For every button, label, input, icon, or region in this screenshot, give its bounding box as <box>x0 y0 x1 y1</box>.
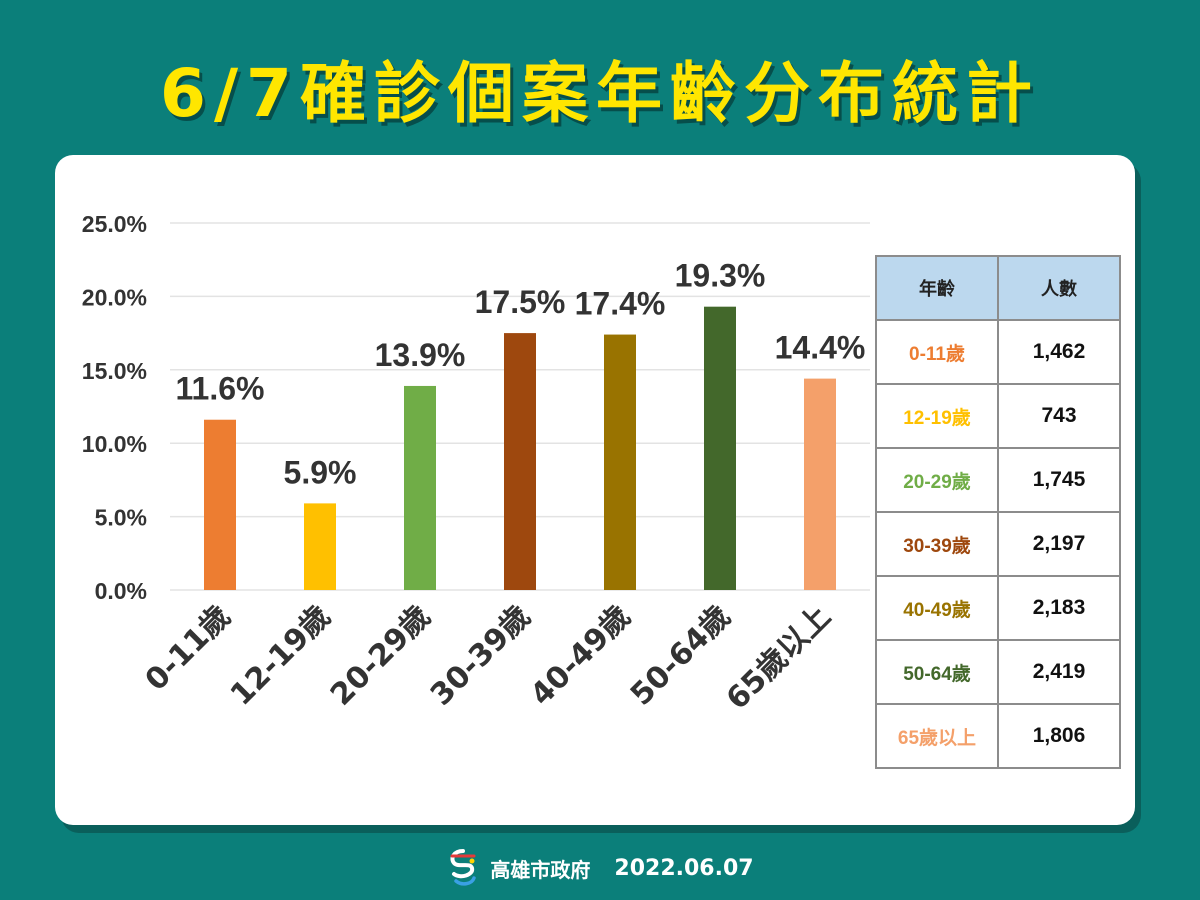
y-tick-label: 10.0% <box>82 431 147 457</box>
bar <box>404 385 436 590</box>
table-cell-count: 743 <box>997 383 1121 449</box>
x-tick-label: 65歲以上 <box>720 599 838 717</box>
table-row: 65歲以上 1,806 <box>875 703 1121 769</box>
bar <box>604 334 636 590</box>
data-label: 14.4% <box>775 330 866 366</box>
x-tick-label: 20-29歲 <box>324 599 438 713</box>
table-row: 50-64歲 2,419 <box>875 639 1121 705</box>
chart-card: 0.0% 5.0% 10.0% 15.0% 20.0% 25.0% 11.6% 0-11歲 5.… <box>55 155 1135 825</box>
footer-org: 高雄市政府 <box>490 857 591 882</box>
table-row: 0-11歲 1,462 <box>875 319 1121 385</box>
y-tick-label: 5.0% <box>95 505 147 531</box>
bar <box>704 306 736 590</box>
bar <box>304 503 336 590</box>
table-cell-count: 1,745 <box>997 447 1121 513</box>
table-header-row: 年齡 人數 <box>875 255 1121 321</box>
x-tick-label: 50-64歲 <box>624 599 738 713</box>
table-cell-age: 20-29歲 <box>875 447 999 513</box>
table-cell-age: 65歲以上 <box>875 703 999 769</box>
table-row: 40-49歲 2,183 <box>875 575 1121 641</box>
x-tick-label: 0-11歲 <box>139 599 238 698</box>
x-tick-label: 40-49歲 <box>524 599 638 713</box>
kaohsiung-logo-icon <box>450 849 477 886</box>
bar <box>204 419 236 590</box>
bar <box>804 378 836 590</box>
header-count: 人數 <box>997 255 1121 321</box>
table-cell-age: 12-19歲 <box>875 383 999 449</box>
table-cell-count: 2,419 <box>997 639 1121 705</box>
table-cell-age: 0-11歲 <box>875 319 999 385</box>
data-label: 17.4% <box>575 286 666 322</box>
data-label: 13.9% <box>375 337 466 373</box>
y-tick-label: 0.0% <box>95 578 147 604</box>
y-tick-label: 25.0% <box>82 211 147 237</box>
age-distribution-bar-chart: 0.0% 5.0% 10.0% 15.0% 20.0% 25.0% 11.6% 0-11歲 5.… <box>82 211 870 717</box>
table-cell-age: 40-49歲 <box>875 575 999 641</box>
data-label: 11.6% <box>176 371 265 407</box>
footer: 高雄市政府 2022.06.07 <box>0 848 1200 888</box>
header-age: 年齡 <box>875 255 999 321</box>
data-label: 19.3% <box>675 258 766 294</box>
table-row: 12-19歲 743 <box>875 383 1121 449</box>
page-title: 6/7確診個案年齡分布統計 <box>160 55 1040 132</box>
table-cell-count: 1,462 <box>997 319 1121 385</box>
data-label: 5.9% <box>284 454 357 490</box>
table-cell-age: 30-39歲 <box>875 511 999 577</box>
x-tick-label: 30-39歲 <box>424 599 538 713</box>
table-row: 30-39歲 2,197 <box>875 511 1121 577</box>
table-cell-count: 1,806 <box>997 703 1121 769</box>
table-cell-count: 2,183 <box>997 575 1121 641</box>
table-cell-age: 50-64歲 <box>875 639 999 705</box>
table-cell-count: 2,197 <box>997 511 1121 577</box>
y-tick-label: 15.0% <box>82 358 147 384</box>
x-tick-label: 12-19歲 <box>224 599 338 713</box>
table-row: 20-29歲 1,745 <box>875 447 1121 513</box>
bar <box>504 333 536 590</box>
data-label: 17.5% <box>475 284 566 320</box>
y-tick-label: 20.0% <box>82 284 147 310</box>
footer-date: 2022.06.07 <box>614 855 754 881</box>
age-count-table: 年齡 人數 0-11歲 1,462 12-19歲 743 20-29歲 1,745 30-3… <box>875 255 1121 769</box>
